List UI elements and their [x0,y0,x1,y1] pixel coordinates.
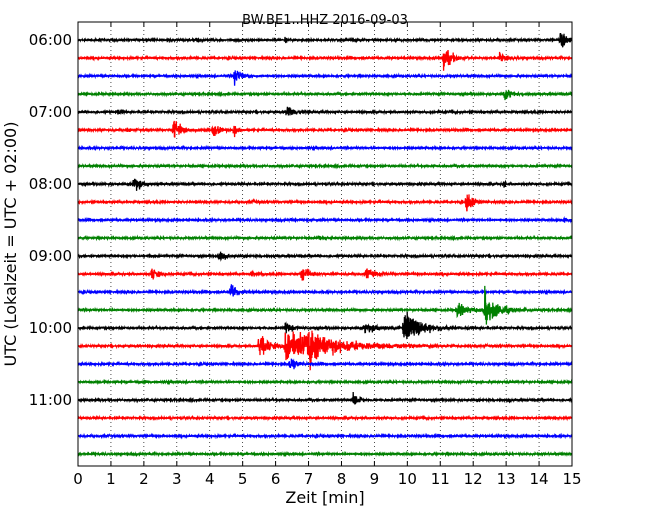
x-tick-label: 6 [271,470,281,488]
trace-1015 [77,330,573,371]
trace-1100 [77,392,573,405]
x-axis-ticks: 0 1 2 3 4 5 6 7 8 9 10 11 12 13 14 15 [73,22,582,488]
trace-1130 [77,432,573,440]
seismogram-traces [77,32,573,458]
trace-0700 [77,106,573,116]
x-tick-label: 4 [205,470,215,488]
y-axis-label: UTC (Lokalzeit = UTC + 02:00) [1,122,20,367]
y-tick-label: 07:00 [29,103,72,121]
trace-1115 [77,414,573,422]
y-tick-label: 09:00 [29,247,72,265]
trace-0715 [77,120,573,138]
x-tick-label: 1 [106,470,116,488]
x-tick-label: 11 [431,470,450,488]
trace-0600 [77,32,573,48]
x-tick-label: 13 [497,470,516,488]
trace-0630 [77,70,573,86]
x-tick-label: 15 [562,470,581,488]
trace-1000 [77,311,573,340]
trace-0930 [77,284,573,297]
trace-0845 [77,234,573,242]
y-tick-label: 11:00 [29,391,72,409]
x-tick-label: 3 [172,470,182,488]
trace-0800 [77,178,573,191]
x-tick-label: 2 [139,470,149,488]
trace-0830 [77,215,573,224]
trace-0815 [77,194,573,212]
trace-0645 [77,89,573,101]
y-axis-ticks: 06:00 07:00 08:00 09:00 10:00 11:00 [29,31,572,409]
trace-0615 [77,49,573,71]
x-tick-label: 8 [337,470,347,488]
trace-0915 [77,268,573,281]
chart-title: BW.BE1..HHZ 2016-09-03 [242,13,408,28]
y-tick-label: 08:00 [29,175,72,193]
trace-0745 [77,162,573,170]
trace-1045 [77,378,573,386]
y-tick-label: 06:00 [29,31,72,49]
x-tick-label: 0 [73,470,83,488]
x-tick-label: 12 [464,470,483,488]
trace-1145 [77,450,573,458]
x-tick-label: 10 [398,470,417,488]
plot-frame [77,21,573,467]
trace-0945 [77,285,572,325]
trace-1030 [77,358,573,370]
x-tick-label: 9 [370,470,380,488]
trace-0730 [77,144,573,152]
trace-0900 [77,251,573,262]
x-axis-label: Zeit [min] [285,488,364,507]
y-tick-label: 10:00 [29,319,72,337]
x-tick-label: 14 [530,470,549,488]
x-tick-label: 7 [304,470,314,488]
x-tick-label: 5 [238,470,248,488]
